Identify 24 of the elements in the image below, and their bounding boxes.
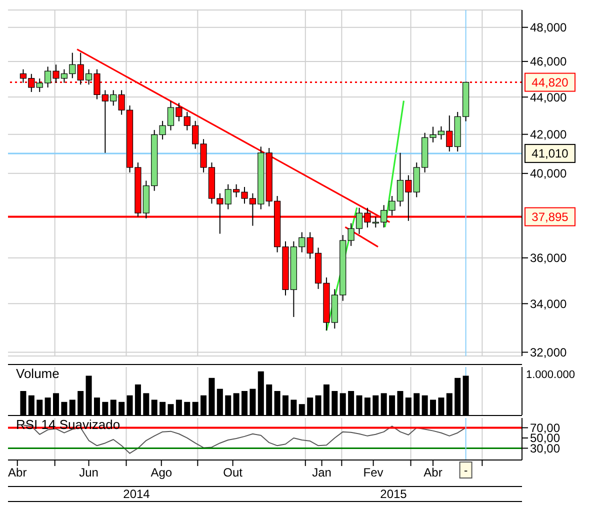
x-tick-label: Abr	[424, 466, 442, 480]
chart-title: Volume	[15, 366, 60, 381]
y-tick-label: 70,00	[530, 420, 560, 435]
x-tick-label: Out	[223, 466, 244, 480]
x-tick-label: Fev	[363, 466, 384, 480]
ref-line-label: 37,895	[532, 210, 569, 224]
x-tick-label: Jan	[312, 466, 332, 480]
y-tick-label: 46,000	[530, 54, 568, 69]
y-tick-label: 34,000	[530, 296, 568, 311]
ref-line-label: -	[464, 465, 468, 477]
y-tick-label: 40,000	[530, 166, 568, 181]
text: 1.000.000	[526, 369, 575, 381]
text: 2015	[380, 487, 407, 501]
ref-line-label: 44,820	[532, 75, 569, 90]
y-tick-label: 44,000	[530, 90, 568, 104]
y-tick-label: 36,000	[530, 251, 568, 266]
y-tick-label: 32,000	[530, 345, 568, 360]
x-tick-label: Abr	[8, 466, 27, 480]
x-tick-label: Jun	[79, 466, 98, 480]
x-tick-label: Ago	[150, 466, 172, 480]
y-tick-label: 48,000	[530, 20, 568, 35]
ref-line-label: 41,010	[532, 146, 569, 160]
y-tick-label: 42,000	[530, 128, 568, 142]
text: 2014	[123, 487, 150, 501]
